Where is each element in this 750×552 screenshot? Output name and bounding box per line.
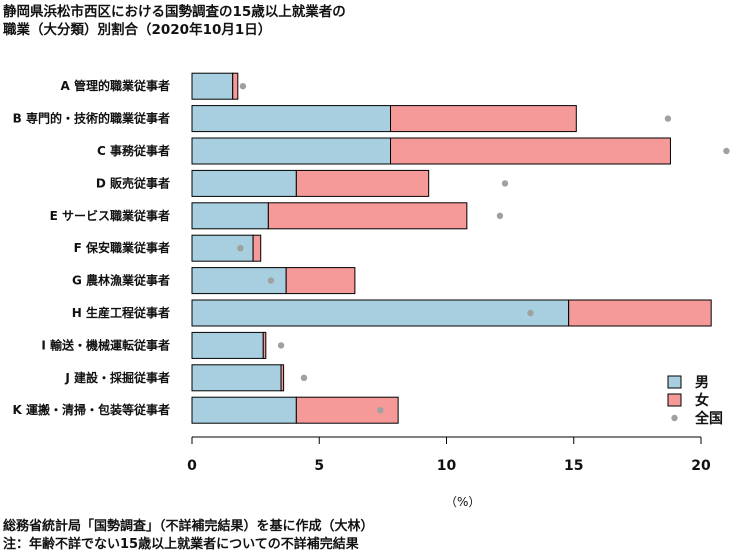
point-national bbox=[527, 309, 534, 317]
bar-male bbox=[191, 137, 392, 165]
bar-female bbox=[262, 331, 267, 359]
bar-male bbox=[191, 364, 282, 392]
category-label: C 事務従事者 bbox=[97, 143, 170, 158]
bar-male bbox=[191, 169, 297, 197]
point-national bbox=[237, 245, 244, 252]
legend-label-female: 女 bbox=[695, 392, 709, 409]
category-label: A 管理的職業従事者 bbox=[61, 78, 170, 93]
legend-label-male: 男 bbox=[695, 375, 709, 391]
bar-female bbox=[295, 169, 430, 197]
category-label: G 農林漁業従事者 bbox=[72, 273, 170, 288]
point-national bbox=[496, 212, 504, 219]
bar-female bbox=[285, 267, 356, 295]
category-label: F 保安職業従事者 bbox=[74, 240, 170, 255]
footnote: 注：年齢不詳でない15歳以上就業者についての不詳補完結果 bbox=[3, 537, 359, 552]
category-label: J 建設・採掘従事者 bbox=[64, 370, 170, 385]
point-national bbox=[723, 147, 730, 155]
bar-male bbox=[191, 234, 254, 262]
bar-male bbox=[191, 396, 297, 424]
bar-female bbox=[267, 202, 468, 230]
bar-male bbox=[191, 202, 269, 230]
bar-female bbox=[390, 105, 577, 133]
bar-male bbox=[191, 105, 392, 133]
category-label: K 運搬・清掃・包装等従事者 bbox=[13, 402, 170, 417]
point-national bbox=[300, 374, 308, 381]
legend-label-national: 全国 bbox=[694, 410, 723, 427]
x-tick-label: 10 bbox=[437, 458, 457, 474]
legend-swatch-national bbox=[671, 414, 678, 422]
bar-female bbox=[568, 299, 712, 327]
bar-female bbox=[232, 72, 239, 100]
x-tick-label: 20 bbox=[691, 458, 711, 474]
point-national bbox=[377, 407, 384, 414]
point-national bbox=[239, 83, 247, 90]
bar-female bbox=[390, 137, 671, 165]
category-label: H 生産工程従事者 bbox=[72, 305, 170, 320]
bar-female bbox=[280, 364, 285, 392]
category-label: I 輸送・機械運転従事者 bbox=[41, 337, 170, 352]
bar-male bbox=[191, 331, 264, 359]
x-tick-label: 0 bbox=[187, 458, 197, 474]
legend-swatch-male bbox=[667, 375, 682, 389]
legend-swatch-female bbox=[667, 393, 682, 407]
source-note: 総務省統計局「国勢調査」（不詳補完結果）を基に作成（大林） bbox=[3, 519, 374, 534]
chart-title-line2: 職業（大分類）別割合（2020年10月1日） bbox=[3, 22, 272, 38]
category-label: E サービス職業従事者 bbox=[50, 208, 170, 223]
category-label: D 販売従事者 bbox=[96, 175, 170, 190]
point-national bbox=[664, 115, 672, 122]
x-tick-label: 5 bbox=[314, 458, 324, 474]
bar-male bbox=[191, 72, 234, 100]
chart-title-line1: 静岡県浜松市西区における国勢調査の15歳以上就業者の bbox=[3, 4, 346, 20]
point-national bbox=[267, 277, 275, 284]
bar-female bbox=[252, 234, 262, 262]
bar-male bbox=[191, 299, 570, 327]
point-national bbox=[501, 180, 509, 187]
point-national bbox=[277, 342, 285, 349]
x-tick-label: 15 bbox=[564, 458, 583, 474]
x-axis-label: （%） bbox=[445, 495, 481, 509]
category-label: B 専門的・技術的職業従事者 bbox=[13, 111, 170, 126]
